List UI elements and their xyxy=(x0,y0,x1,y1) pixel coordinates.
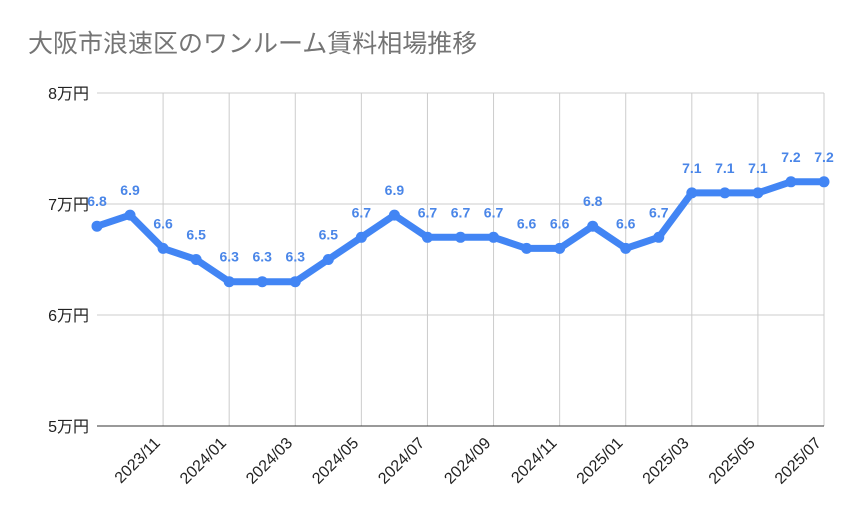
data-point xyxy=(488,231,500,243)
y-tick-label: 8万円 xyxy=(48,86,89,103)
x-tick-label: 2024/03 xyxy=(243,435,296,488)
series-line xyxy=(93,178,828,286)
x-tick-label: 2025/07 xyxy=(772,435,825,488)
data-label: 7.1 xyxy=(715,160,735,176)
data-label: 6.3 xyxy=(286,249,306,265)
data-point xyxy=(289,276,301,288)
data-point xyxy=(355,231,367,243)
x-tick-label: 2025/03 xyxy=(640,435,693,488)
data-point xyxy=(388,209,400,221)
x-tick-label: 2024/07 xyxy=(375,435,428,488)
data-point xyxy=(521,242,533,254)
data-label: 6.5 xyxy=(319,227,339,243)
data-point xyxy=(554,242,566,254)
chart-title: 大阪市浪速区のワンルーム賃料相場推移 xyxy=(28,29,478,58)
data-label: 6.5 xyxy=(186,227,206,243)
x-tick-label: 2024/05 xyxy=(309,435,362,488)
data-label: 6.6 xyxy=(517,215,537,231)
data-label: 7.2 xyxy=(814,149,834,165)
data-label: 6.3 xyxy=(252,249,272,265)
data-label: 6.7 xyxy=(649,204,669,220)
x-tick-label: 2024/01 xyxy=(177,435,230,488)
data-point xyxy=(91,220,103,232)
data-label: 6.6 xyxy=(616,215,636,231)
y-tick-label: 5万円 xyxy=(48,419,89,436)
y-tick-label: 6万円 xyxy=(48,308,89,325)
data-label: 6.7 xyxy=(418,204,438,220)
data-label: 7.1 xyxy=(682,160,702,176)
x-tick-label: 2025/01 xyxy=(574,435,627,488)
data-point xyxy=(818,176,830,188)
data-point xyxy=(752,187,764,199)
data-label: 7.2 xyxy=(781,149,801,165)
data-label: 6.7 xyxy=(484,204,504,220)
data-label: 6.9 xyxy=(120,182,140,198)
data-label: 7.1 xyxy=(748,160,768,176)
data-label: 6.7 xyxy=(352,204,372,220)
data-point xyxy=(686,187,698,199)
x-tick-label: 2023/11 xyxy=(112,435,164,487)
data-label: 6.9 xyxy=(385,182,405,198)
data-label: 6.6 xyxy=(153,215,173,231)
data-point xyxy=(256,276,268,288)
data-point xyxy=(785,176,797,188)
x-tick-label: 2024/11 xyxy=(508,435,560,487)
data-point xyxy=(653,231,665,243)
data-point xyxy=(620,242,632,254)
data-point xyxy=(223,276,235,288)
data-label: 6.8 xyxy=(583,193,603,209)
x-tick-label: 2025/05 xyxy=(706,435,759,488)
data-point xyxy=(190,254,202,265)
data-point xyxy=(157,242,169,254)
data-label: 6.6 xyxy=(550,215,570,231)
x-tick-label: 2024/09 xyxy=(441,435,494,488)
y-tick-label: 7万円 xyxy=(48,197,89,214)
data-point xyxy=(124,209,136,221)
data-point xyxy=(455,231,466,243)
data-point xyxy=(421,231,433,243)
data-label: 6.7 xyxy=(451,204,471,220)
data-point xyxy=(322,254,334,265)
data-label: 6.8 xyxy=(87,193,107,209)
data-point xyxy=(719,187,731,199)
data-label: 6.3 xyxy=(219,249,239,265)
data-point xyxy=(587,220,599,232)
